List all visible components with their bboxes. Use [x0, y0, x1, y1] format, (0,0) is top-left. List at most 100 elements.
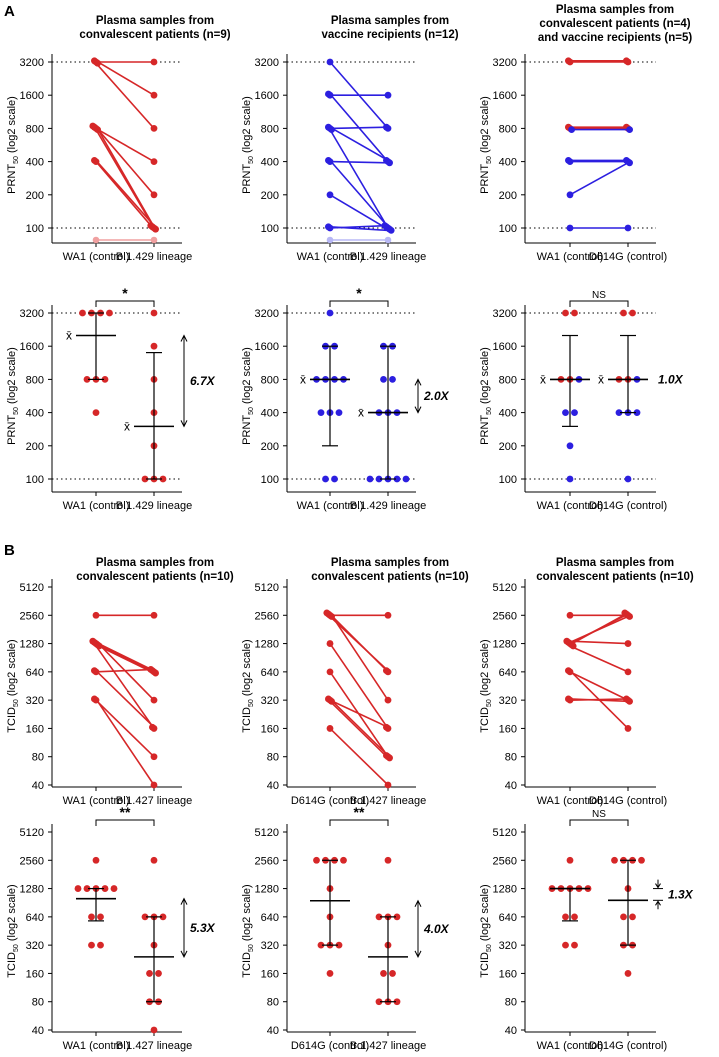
c2-data-point — [626, 159, 633, 167]
c6-data-point — [95, 642, 103, 650]
c2-data-point — [623, 57, 630, 65]
c9-y-tick-label: 640 — [26, 912, 44, 924]
c8-y-tick-label: 160 — [499, 723, 517, 735]
c7-pair-line — [329, 727, 389, 786]
c8-data-point — [565, 695, 572, 703]
c1-data-point — [386, 159, 393, 167]
c3-y-tick-label: 400 — [26, 408, 44, 420]
c1-pair-line — [329, 194, 389, 230]
c5-y-tick-label: 3200 — [493, 308, 517, 320]
c1-data-point — [381, 222, 389, 230]
c3-significance-bracket — [95, 300, 155, 307]
c3-x-tick-label: B.1.429 lineage — [116, 500, 192, 512]
c4-data-point — [331, 475, 338, 483]
c3-x-tick-label: WA1 (control) — [63, 500, 130, 512]
c11-y-axis-label: TCID50 (log2 scale) — [479, 884, 493, 977]
c3-data-point — [141, 475, 149, 483]
c8-data-point — [569, 642, 577, 650]
c7-y-axis-label: TCID50 (log2 scale) — [241, 639, 255, 732]
c0-pair-line — [95, 161, 155, 230]
c0-faded-point — [92, 236, 100, 244]
c10-data-point — [340, 856, 347, 864]
c6-data-point — [150, 781, 158, 789]
c4-fold-arrow-head — [414, 406, 422, 414]
c4-y-tick-label: 400 — [261, 408, 279, 420]
c7-data-point — [383, 723, 390, 731]
c10-significance-label: ** — [354, 804, 365, 820]
c5-mean-label: x̄ — [598, 372, 604, 386]
c4-y-tick-label: 200 — [261, 441, 279, 453]
c5-data-point — [562, 309, 569, 317]
c9-data-point — [146, 970, 153, 977]
c6-y-tick-label: 160 — [26, 723, 44, 735]
c4-mean-label: x̄ — [358, 406, 364, 420]
panel-label-b: B — [4, 542, 15, 559]
c5-data-point — [571, 409, 578, 416]
c0-y-tick-label: 100 — [26, 223, 44, 235]
c1-data-point — [328, 126, 335, 133]
c9-y-tick-label: 1280 — [20, 884, 44, 896]
c4-data-point — [335, 409, 343, 416]
c8-y-tick-label: 5120 — [493, 582, 517, 594]
c8-data-point — [626, 697, 633, 705]
c8-data-point — [565, 667, 572, 675]
c2-data-point — [565, 57, 572, 65]
c0-data-point — [150, 91, 158, 99]
c8-pair-line — [569, 612, 629, 646]
c11-data-point — [571, 913, 578, 921]
c5-data-point — [562, 409, 569, 416]
c7-data-point — [384, 611, 392, 619]
c3-mean-label: x̄ — [66, 329, 72, 343]
c11-y-tick-label: 2560 — [493, 855, 517, 867]
c1-data-point — [326, 191, 334, 199]
c11-x-tick-label: D614G (control) — [589, 1040, 667, 1052]
c8-pair-line — [569, 698, 629, 703]
c3-y-tick-label: 1600 — [20, 341, 44, 353]
c8-data-point — [624, 668, 632, 676]
c10-y-tick-label: 2560 — [255, 855, 279, 867]
c8-x-tick-label: D614G (control) — [589, 795, 667, 807]
c10-data-point — [375, 998, 383, 1006]
c11-data-point — [620, 913, 627, 921]
c2-data-point — [626, 126, 633, 133]
c6-pair-line — [95, 668, 155, 673]
c6-y-tick-label: 5120 — [20, 582, 44, 594]
c8-y-tick-label: 320 — [499, 695, 517, 707]
c7-y-tick-label: 5120 — [255, 582, 279, 594]
c0-data-point — [147, 222, 155, 230]
c0-y-tick-label: 800 — [26, 123, 44, 135]
c1-data-point — [325, 157, 332, 164]
c6-pair-line — [95, 645, 155, 729]
c11-significance-label: NS — [592, 809, 606, 820]
c10-data-point — [326, 970, 334, 977]
c9-fold-arrow-head — [180, 950, 188, 959]
c10-data-point — [335, 941, 343, 949]
c5-y-tick-label: 200 — [499, 441, 517, 453]
c1-data-point — [387, 227, 395, 234]
c10-x-tick-label: D614G (control) — [291, 1040, 369, 1052]
c7-y-tick-label: 320 — [261, 695, 279, 707]
c4-data-point — [317, 409, 325, 416]
c2-data-point — [568, 126, 575, 133]
c4-significance-label: * — [356, 285, 362, 301]
c9-y-tick-label: 5120 — [20, 827, 44, 839]
c1-data-point — [325, 90, 332, 98]
c4-data-point — [322, 475, 329, 483]
c6-pair-line — [95, 699, 155, 758]
c1-y-axis-label: PRNT50 (log2 scale) — [241, 96, 255, 194]
c3-data-point — [150, 342, 158, 350]
c8-y-tick-label: 80 — [505, 752, 517, 764]
c2-data-point — [565, 157, 572, 164]
c9-fold-arrow-head — [180, 897, 188, 905]
c9-data-point — [92, 856, 100, 864]
c6-pair-line — [95, 641, 155, 672]
c1-x-tick-label: B.1.429 lineage — [350, 251, 426, 263]
c9-data-point — [74, 885, 82, 892]
c9-y-tick-label: 320 — [26, 940, 44, 952]
c5-significance-label: NS — [592, 290, 606, 301]
c2-data-point — [566, 191, 574, 199]
chart-title-a3: Plasma samples from convalescent patient… — [537, 4, 693, 44]
c6-x-tick-label: WA1 (control) — [63, 795, 130, 807]
c1-data-point — [383, 123, 390, 131]
c2-x-tick-label: D614G (control) — [589, 251, 667, 263]
